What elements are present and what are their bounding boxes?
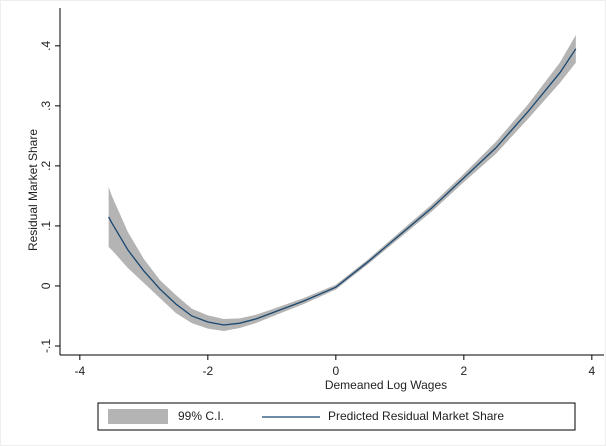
legend-label: Predicted Residual Market Share [328,409,504,423]
legend-swatch [108,409,168,424]
y-tick-label: -.1 [39,339,53,353]
y-tick-label: .1 [39,221,53,231]
x-tick-label: -4 [75,364,86,378]
x-axis-title: Demeaned Log Wages [325,378,447,392]
x-tick-label: 4 [588,364,595,378]
x-tick-label: 2 [460,364,467,378]
legend-label: 99% C.I. [178,409,224,423]
y-tick-label: .4 [39,40,53,50]
y-axis-title: Residual Market Share [26,129,40,251]
y-tick-label: 0 [39,282,53,289]
line [108,48,577,326]
y-tick-label: .3 [39,101,53,111]
x-tick-label: 0 [332,364,339,378]
y-tick-label: .2 [39,161,53,171]
legend-box [97,402,576,431]
x-tick-label: -2 [203,364,214,378]
